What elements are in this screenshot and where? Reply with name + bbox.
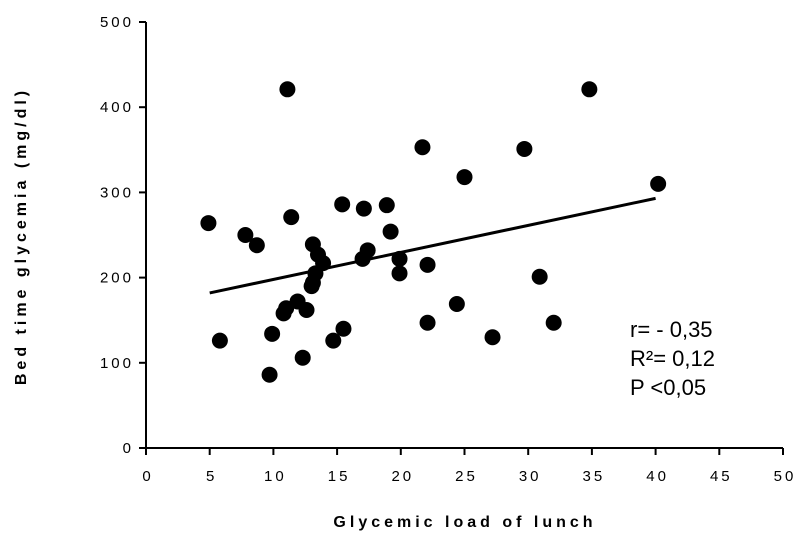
trend-line bbox=[209, 196, 656, 295]
point bbox=[359, 242, 376, 259]
point bbox=[283, 209, 300, 226]
point bbox=[391, 265, 408, 282]
point bbox=[355, 200, 372, 217]
y-tick-label: 200 bbox=[100, 270, 134, 287]
x-tick-label: 30 bbox=[519, 468, 542, 485]
point bbox=[335, 320, 352, 337]
point bbox=[382, 223, 399, 240]
x-tick-label: 25 bbox=[455, 468, 478, 485]
point bbox=[545, 314, 562, 331]
point bbox=[456, 169, 473, 186]
point bbox=[294, 349, 311, 366]
point bbox=[581, 81, 598, 98]
point bbox=[531, 268, 548, 285]
point bbox=[248, 237, 265, 254]
point bbox=[237, 227, 254, 243]
x-tick-label: 0 bbox=[142, 468, 153, 485]
x-axis-label: Glycemic load of lunch bbox=[333, 514, 596, 531]
point bbox=[378, 197, 395, 214]
point bbox=[303, 278, 320, 295]
x-tick-label: 15 bbox=[328, 468, 351, 485]
point bbox=[200, 215, 217, 232]
x-tick-label: 10 bbox=[264, 468, 287, 485]
point bbox=[325, 332, 342, 349]
y-axis-label: Bed time glycemia (mg/dl) bbox=[13, 87, 30, 385]
x-tick-label: 35 bbox=[583, 468, 606, 485]
annotation: r= - 0,35 bbox=[630, 317, 713, 342]
point bbox=[516, 140, 533, 157]
point bbox=[261, 366, 278, 383]
point bbox=[298, 301, 315, 318]
point bbox=[419, 314, 436, 331]
annotation: P <0,05 bbox=[630, 375, 706, 400]
point bbox=[650, 175, 667, 192]
x-tick-label: 20 bbox=[391, 468, 414, 485]
x-tick-label: 5 bbox=[206, 468, 217, 485]
annotation: R²= 0,12 bbox=[630, 346, 715, 371]
point bbox=[279, 81, 296, 98]
y-tick-label: 400 bbox=[100, 99, 134, 116]
x-tick-label: 40 bbox=[646, 468, 669, 485]
point bbox=[414, 139, 431, 156]
point bbox=[264, 325, 281, 342]
y-tick-label: 300 bbox=[100, 184, 134, 201]
point bbox=[211, 332, 228, 349]
y-tick-label: 0 bbox=[123, 440, 134, 457]
x-tick-label: 45 bbox=[710, 468, 733, 485]
x-tick-label: 50 bbox=[774, 468, 797, 485]
point bbox=[419, 256, 436, 273]
point bbox=[448, 296, 465, 313]
y-tick-label: 100 bbox=[100, 355, 134, 372]
point bbox=[484, 329, 501, 346]
point bbox=[334, 196, 351, 213]
y-tick-label: 500 bbox=[100, 14, 134, 31]
